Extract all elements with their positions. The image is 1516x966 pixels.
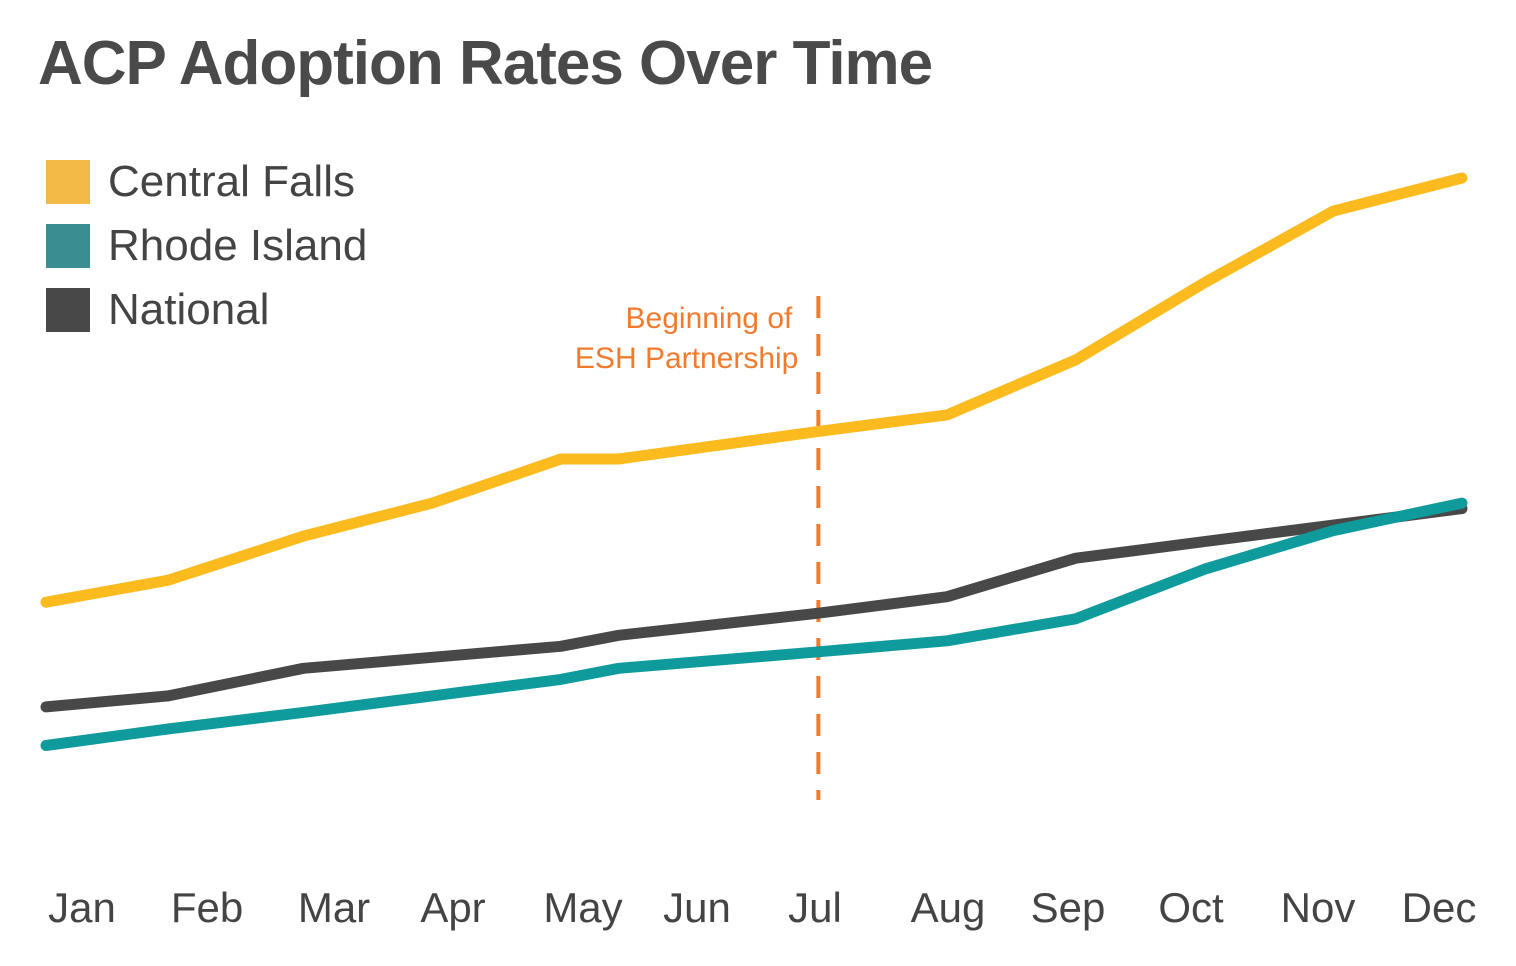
legend-swatch-national: [46, 288, 90, 332]
x-tick-label-jan: Jan: [48, 884, 116, 931]
series-line-national: [40, 503, 1468, 713]
x-tick-label-may: May: [543, 884, 622, 931]
legend-swatch-central-falls: [46, 160, 90, 204]
legend-item-central-falls: Central Falls: [46, 150, 367, 214]
legend-swatch-rhode-island: [46, 224, 90, 268]
x-tick-label-apr: Apr: [420, 884, 485, 931]
legend-label-central-falls: Central Falls: [108, 157, 355, 206]
x-tick-label-feb: Feb: [171, 884, 243, 931]
series-line-rhode-island: [40, 497, 1468, 751]
x-tick-label-dec: Dec: [1402, 884, 1477, 931]
legend: Central Falls Rhode Island National: [46, 150, 367, 342]
annotation-label-line1: Beginning of: [626, 302, 793, 335]
x-tick-label-aug: Aug: [911, 884, 986, 931]
legend-item-national: National: [46, 278, 367, 342]
x-tick-label-mar: Mar: [298, 884, 370, 931]
series-line-central-falls: [40, 172, 1468, 608]
x-tick-label-jun: Jun: [663, 884, 731, 931]
legend-item-rhode-island: Rhode Island: [46, 214, 367, 278]
x-tick-label-jul: Jul: [788, 884, 842, 931]
chart-title: ACP Adoption Rates Over Time: [38, 29, 933, 98]
x-tick-label-oct: Oct: [1158, 884, 1224, 931]
annotation-label-line2: ESH Partnership: [575, 342, 798, 375]
x-tick-label-nov: Nov: [1281, 884, 1356, 931]
legend-label-rhode-island: Rhode Island: [108, 221, 368, 270]
legend-label-national: National: [108, 285, 270, 334]
x-tick-label-sep: Sep: [1031, 884, 1106, 931]
